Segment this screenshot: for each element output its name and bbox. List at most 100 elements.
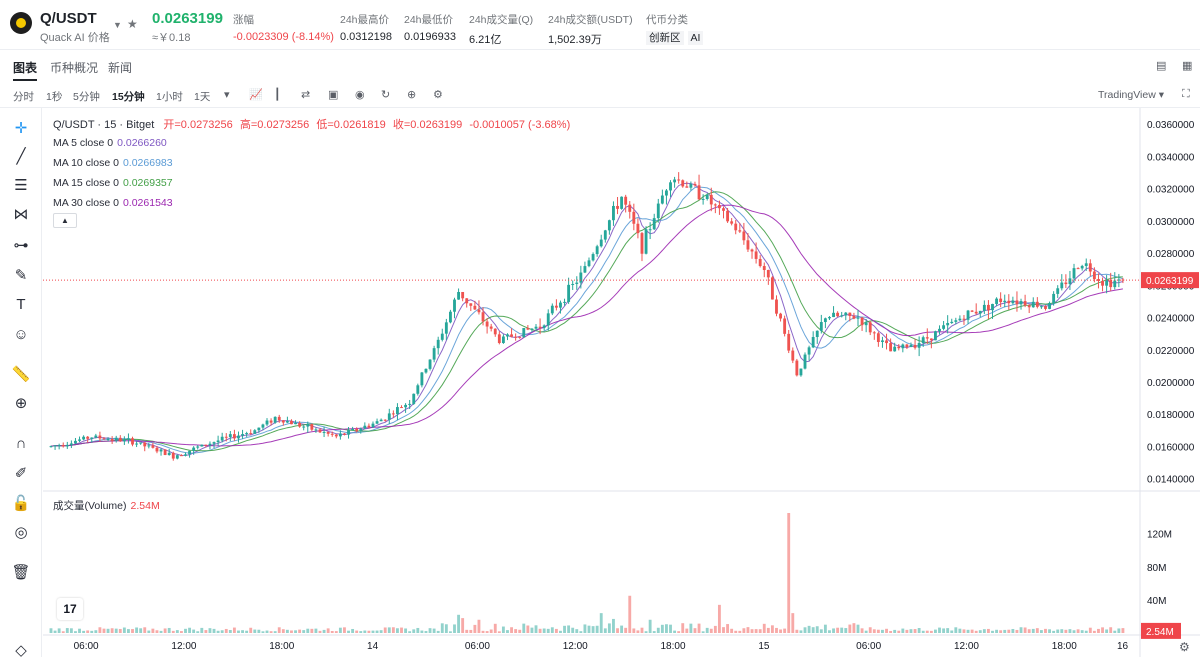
magnet-icon[interactable]: ∩ [15, 435, 27, 452]
crosshair-icon[interactable]: ✛ [14, 120, 28, 137]
ruler-icon[interactable]: 📏 [11, 366, 31, 383]
price-chart[interactable]: 0.0360000 0.0340000 0.0320000 0.0300000 0.02… [43, 108, 1200, 657]
camera-icon[interactable]: ◉ [355, 89, 365, 101]
volume-bar [118, 628, 122, 633]
volume-bar [934, 629, 937, 633]
candle-type-icon[interactable]: ┃ [274, 89, 281, 101]
candle-body [1048, 303, 1051, 309]
timeframe-more-icon[interactable]: ▾ [224, 89, 230, 101]
volume-bar [783, 628, 787, 633]
tab-overview[interactable]: 币种概况 [50, 61, 99, 75]
candle-body [876, 333, 880, 343]
favorite-star-icon[interactable]: ★ [127, 17, 138, 31]
category-tag[interactable]: AI [687, 31, 704, 45]
timeframe-1h[interactable]: 1小时 [156, 91, 183, 103]
volume-bar [477, 619, 481, 633]
symbol-name[interactable]: Q/USDT [40, 10, 97, 27]
screenshot-icon[interactable]: ▣ [328, 89, 339, 101]
candle-body [412, 393, 416, 404]
compare-icon[interactable]: ⇄ [301, 89, 311, 101]
volume-bar [583, 624, 587, 633]
collapse-toolbar-icon[interactable]: ◇ [15, 642, 27, 659]
candle-body [359, 428, 363, 431]
add-icon[interactable]: ⊕ [407, 89, 417, 101]
timeframe-1s[interactable]: 1秒 [46, 91, 63, 103]
view-selector[interactable]: TradingView ▾ [1098, 89, 1164, 101]
timeframe-5m[interactable]: 5分钟 [73, 91, 100, 103]
candle-body [1019, 301, 1023, 305]
symbol-dropdown-caret-icon[interactable]: ▼ [113, 20, 122, 30]
eye-icon[interactable]: ◎ [14, 524, 28, 541]
category-tag[interactable]: 创新区 [646, 31, 684, 45]
volume-bar [734, 630, 738, 633]
text-icon[interactable]: T [16, 296, 26, 313]
trash-icon[interactable]: 🗑 [11, 564, 31, 581]
refresh-icon[interactable]: ↻ [381, 89, 391, 101]
chart-settings-icon[interactable]: ⚙ [1179, 640, 1190, 654]
timeframe-1d[interactable]: 1天 [194, 91, 211, 103]
volume-bar [281, 629, 285, 633]
candle-body [477, 309, 481, 313]
volume-bar [852, 623, 856, 633]
ma30-legend[interactable]: MA 30 close 0 0.0261543 [53, 197, 173, 209]
ma10-legend[interactable]: MA 10 close 0 0.0266983 [53, 157, 173, 169]
candle-body [453, 299, 456, 312]
emoji-icon[interactable]: ☺ [13, 326, 29, 343]
projection-icon[interactable]: ⊶ [13, 237, 29, 254]
tradingview-logo-icon[interactable]: 17 [57, 598, 83, 620]
timeframe-15m[interactable]: 15分钟 [112, 91, 145, 103]
last-price-tag [1141, 272, 1199, 289]
fib-icon[interactable]: ☰ [14, 177, 28, 194]
brush-icon[interactable]: ✎ [14, 267, 28, 284]
volume-bar [1035, 628, 1039, 633]
volume-bar [950, 630, 954, 633]
volume-bar [334, 631, 338, 633]
timeframe-tick[interactable]: 分时 [13, 91, 34, 103]
grid-layout-icon[interactable]: ▦ [1182, 60, 1193, 72]
time-tick-label: 06:00 [74, 641, 99, 652]
candle-body [298, 422, 302, 427]
candle-body [546, 313, 550, 326]
candle-body [644, 229, 648, 254]
volume-bar [469, 629, 473, 633]
volume-bar [571, 627, 575, 633]
volume-bar [970, 629, 974, 633]
fullscreen-icon[interactable]: ⛶ [1182, 88, 1190, 100]
volume-bar [518, 629, 522, 633]
price-tick-label: 0.0140000 [1147, 475, 1195, 486]
volume-bar [314, 628, 318, 633]
candle-body [685, 186, 689, 188]
volume-bar [938, 627, 941, 633]
candle-body [534, 326, 538, 329]
zoom-icon[interactable]: ⊕ [14, 395, 28, 412]
candle-body [587, 260, 591, 267]
candle-body [61, 445, 65, 447]
tab-news[interactable]: 新闻 [108, 61, 133, 75]
lock-icon[interactable]: 🔓 [11, 495, 31, 512]
volume-bar [750, 629, 754, 633]
tab-chart[interactable]: 图表 [13, 61, 38, 81]
indicator-icon[interactable]: 📈 [249, 89, 263, 101]
candle-body [946, 323, 950, 326]
candle-body [1101, 280, 1104, 286]
volume-bar [285, 629, 289, 633]
candle-body [314, 429, 318, 431]
candle-body [974, 311, 978, 314]
candle-body [78, 439, 81, 441]
collapse-legend-button[interactable]: ▲ [53, 213, 77, 228]
lock-draw-icon[interactable]: ✐ [14, 465, 28, 482]
candle-body [1109, 280, 1113, 288]
candle-body [571, 283, 575, 285]
candle-body [253, 430, 257, 434]
candle-body [775, 299, 778, 314]
ma15-legend[interactable]: MA 15 close 0 0.0269357 [53, 177, 173, 189]
gear-icon[interactable]: ⚙ [433, 89, 443, 101]
change-value: -0.0010057 (-3.68%) [469, 119, 571, 131]
candle-body [1121, 279, 1125, 281]
layout-toggle-icon[interactable]: ▤ [1156, 60, 1167, 72]
ma5-legend[interactable]: MA 5 close 0 0.0266260 [53, 137, 167, 149]
trendline-icon[interactable]: ╱ [16, 148, 26, 165]
candle-body [1011, 300, 1015, 304]
pattern-icon[interactable]: ⋈ [13, 206, 29, 223]
volume-bar [929, 630, 933, 633]
